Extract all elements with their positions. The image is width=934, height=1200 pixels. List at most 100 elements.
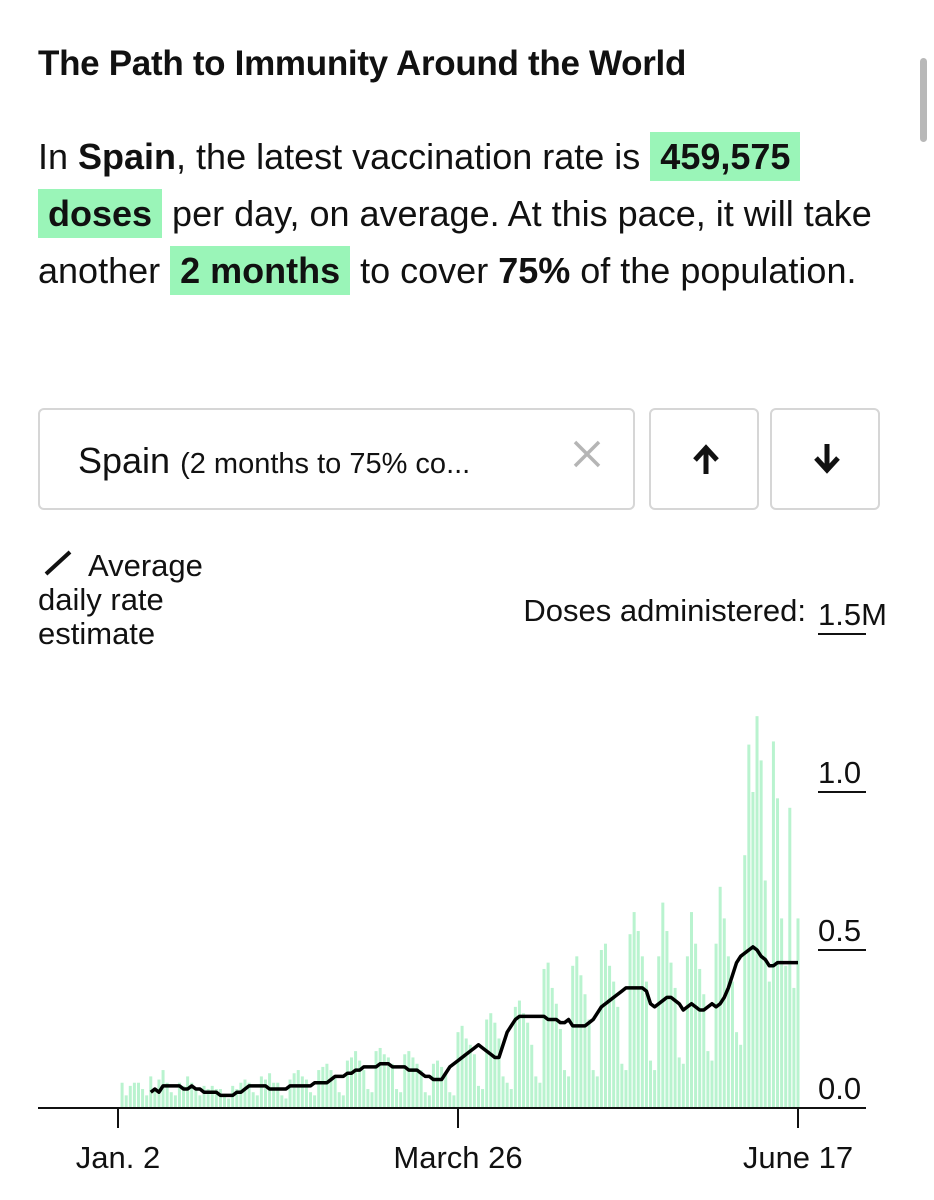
bar bbox=[280, 1095, 284, 1108]
bar bbox=[505, 1082, 509, 1108]
bar bbox=[780, 918, 784, 1108]
bar bbox=[689, 912, 693, 1108]
bar bbox=[198, 1095, 202, 1108]
bar bbox=[485, 1019, 489, 1108]
scrollbar[interactable] bbox=[920, 58, 927, 142]
bar bbox=[337, 1092, 341, 1108]
bar bbox=[431, 1063, 435, 1108]
bar bbox=[644, 981, 648, 1108]
bar bbox=[354, 1051, 358, 1108]
bar bbox=[386, 1057, 390, 1108]
clear-button[interactable] bbox=[571, 438, 603, 470]
bar bbox=[423, 1092, 427, 1108]
bar bbox=[321, 1066, 325, 1108]
bar bbox=[669, 962, 673, 1108]
bar bbox=[755, 716, 759, 1108]
bar bbox=[390, 1063, 394, 1108]
bar bbox=[603, 943, 607, 1108]
bar bbox=[640, 956, 644, 1108]
bar bbox=[677, 1057, 681, 1108]
bar bbox=[317, 1070, 321, 1108]
text: to cover bbox=[350, 250, 499, 291]
bar bbox=[636, 931, 640, 1108]
bar bbox=[456, 1032, 460, 1108]
bar bbox=[747, 744, 751, 1108]
bar bbox=[546, 962, 550, 1108]
bar bbox=[247, 1082, 251, 1108]
bar bbox=[730, 981, 734, 1108]
up-button[interactable] bbox=[649, 408, 759, 510]
bar bbox=[661, 902, 665, 1108]
bar bbox=[665, 931, 669, 1108]
bar bbox=[599, 950, 603, 1108]
select-value: Spain (2 months to 75% co... bbox=[78, 440, 470, 482]
bar bbox=[403, 1054, 407, 1108]
bar bbox=[751, 792, 755, 1108]
down-icon bbox=[814, 444, 840, 474]
bar bbox=[460, 1025, 464, 1108]
bar bbox=[202, 1085, 206, 1108]
bar bbox=[538, 1082, 542, 1108]
bar bbox=[657, 956, 661, 1108]
bar bbox=[759, 760, 763, 1108]
bar bbox=[776, 798, 780, 1108]
bar bbox=[223, 1095, 227, 1108]
bar bbox=[182, 1085, 186, 1108]
bar bbox=[194, 1089, 198, 1108]
bar bbox=[509, 1089, 513, 1108]
bar bbox=[726, 956, 730, 1108]
bar bbox=[136, 1082, 140, 1108]
target: 75% bbox=[498, 250, 571, 291]
bar bbox=[513, 1006, 517, 1108]
bar bbox=[235, 1089, 239, 1108]
bar bbox=[550, 987, 554, 1108]
bar bbox=[743, 855, 747, 1108]
bar bbox=[374, 1051, 378, 1108]
bar bbox=[624, 1070, 628, 1108]
y-tick-label: 1.5M bbox=[818, 597, 887, 632]
bar bbox=[583, 994, 587, 1108]
bar bbox=[763, 880, 767, 1108]
bar bbox=[132, 1082, 136, 1108]
bar bbox=[612, 981, 616, 1108]
bar bbox=[288, 1079, 292, 1108]
x-tick-label: March 26 bbox=[393, 1140, 522, 1175]
bar bbox=[345, 1060, 349, 1108]
bar bbox=[575, 956, 579, 1108]
bar bbox=[366, 1089, 370, 1108]
text: , the latest vaccination rate is bbox=[176, 136, 651, 177]
bar bbox=[399, 1092, 403, 1108]
bar bbox=[649, 1060, 653, 1108]
bar bbox=[284, 1098, 288, 1108]
bar bbox=[489, 1013, 493, 1108]
bar bbox=[448, 1092, 452, 1108]
bar bbox=[444, 1073, 448, 1108]
bar bbox=[313, 1095, 317, 1108]
bar bbox=[698, 968, 702, 1108]
bar bbox=[767, 981, 771, 1108]
bar bbox=[481, 1089, 485, 1108]
bar bbox=[263, 1079, 267, 1108]
bar bbox=[251, 1092, 255, 1108]
bar bbox=[493, 1022, 497, 1108]
country: Spain bbox=[78, 136, 177, 177]
bar bbox=[243, 1079, 247, 1108]
bar bbox=[771, 741, 775, 1108]
bar bbox=[497, 1038, 501, 1108]
bar bbox=[685, 956, 689, 1108]
bar bbox=[309, 1092, 313, 1108]
bar bbox=[141, 1089, 145, 1108]
bar bbox=[542, 968, 546, 1108]
bar bbox=[349, 1057, 353, 1108]
bar bbox=[255, 1095, 259, 1108]
bar bbox=[706, 1051, 710, 1108]
bar bbox=[325, 1063, 329, 1108]
bar bbox=[382, 1054, 386, 1108]
down-button[interactable] bbox=[770, 408, 880, 510]
country: Spain bbox=[78, 440, 171, 481]
bar bbox=[718, 886, 722, 1108]
country-select[interactable]: Spain (2 months to 75% co... bbox=[38, 408, 635, 510]
bar bbox=[522, 1013, 526, 1108]
bar bbox=[517, 1000, 521, 1108]
